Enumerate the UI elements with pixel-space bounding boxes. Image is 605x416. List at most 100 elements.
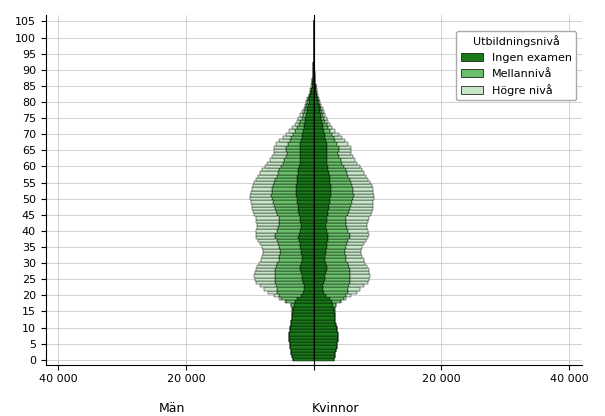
Bar [333,136,342,139]
Bar [301,139,314,142]
Bar [302,277,314,281]
Bar [314,326,337,329]
Bar [272,191,296,194]
Bar [341,158,355,162]
Bar [301,265,314,268]
Bar [303,281,314,284]
Bar [314,336,338,339]
Bar [321,116,324,120]
Bar [347,242,364,245]
Bar [314,249,326,252]
Bar [313,72,314,74]
Bar [272,197,296,200]
Bar [329,207,350,210]
Bar [281,297,297,300]
Bar [286,146,299,149]
Bar [262,245,280,249]
Bar [290,139,301,142]
Bar [346,294,351,297]
Bar [314,94,317,97]
Bar [351,181,370,184]
Bar [314,81,315,84]
Bar [313,68,314,72]
Bar [275,268,301,271]
Bar [314,87,316,91]
Bar [276,142,287,146]
Bar [302,275,314,277]
Bar [273,184,296,187]
Bar [314,275,325,277]
Bar [325,258,346,262]
Bar [275,271,301,275]
Bar [259,262,278,265]
Bar [281,165,299,168]
Bar [276,265,301,268]
Bar [329,203,351,207]
Bar [270,158,284,162]
Bar [274,181,296,184]
Bar [328,165,344,168]
Bar [313,78,314,81]
Bar [276,210,298,213]
Bar [319,107,321,110]
Bar [314,181,330,184]
Bar [296,184,314,187]
Bar [273,146,286,149]
Bar [273,200,297,203]
Bar [314,123,322,126]
Bar [258,239,276,242]
Bar [314,242,327,245]
Bar [325,275,350,277]
Bar [347,226,367,229]
Bar [346,220,368,223]
Bar [307,107,314,110]
Bar [301,229,314,233]
Bar [278,213,299,216]
Bar [296,178,314,181]
Bar [314,149,327,152]
Bar [309,94,310,97]
Bar [314,358,333,362]
Bar [314,284,323,287]
Bar [314,100,318,104]
Bar [350,236,368,239]
Bar [314,352,336,355]
Bar [290,326,314,329]
Bar [330,297,344,300]
Bar [338,152,351,155]
Bar [336,139,345,142]
Bar [327,229,348,233]
Bar [314,191,331,194]
Bar [299,165,314,168]
Bar [298,171,314,175]
Bar [327,220,346,223]
Bar [314,97,318,100]
Bar [273,152,287,155]
Bar [299,242,314,245]
Bar [325,255,345,258]
Bar [314,91,316,94]
Bar [314,146,327,149]
Bar [314,194,331,197]
Bar [296,120,301,123]
Bar [345,249,361,252]
Bar [292,310,293,313]
Bar [332,300,341,303]
Bar [314,258,325,262]
Bar [314,245,327,249]
Bar [327,158,341,162]
Bar [321,113,323,116]
Bar [297,126,304,129]
Bar [253,213,278,216]
Bar [314,323,336,326]
Bar [252,210,276,213]
Bar [342,162,357,165]
Bar [301,120,305,123]
Bar [299,158,314,162]
Bar [298,236,314,239]
Bar [314,268,327,271]
Bar [353,187,373,191]
Bar [293,307,314,310]
Bar [329,171,347,175]
Bar [296,181,314,184]
